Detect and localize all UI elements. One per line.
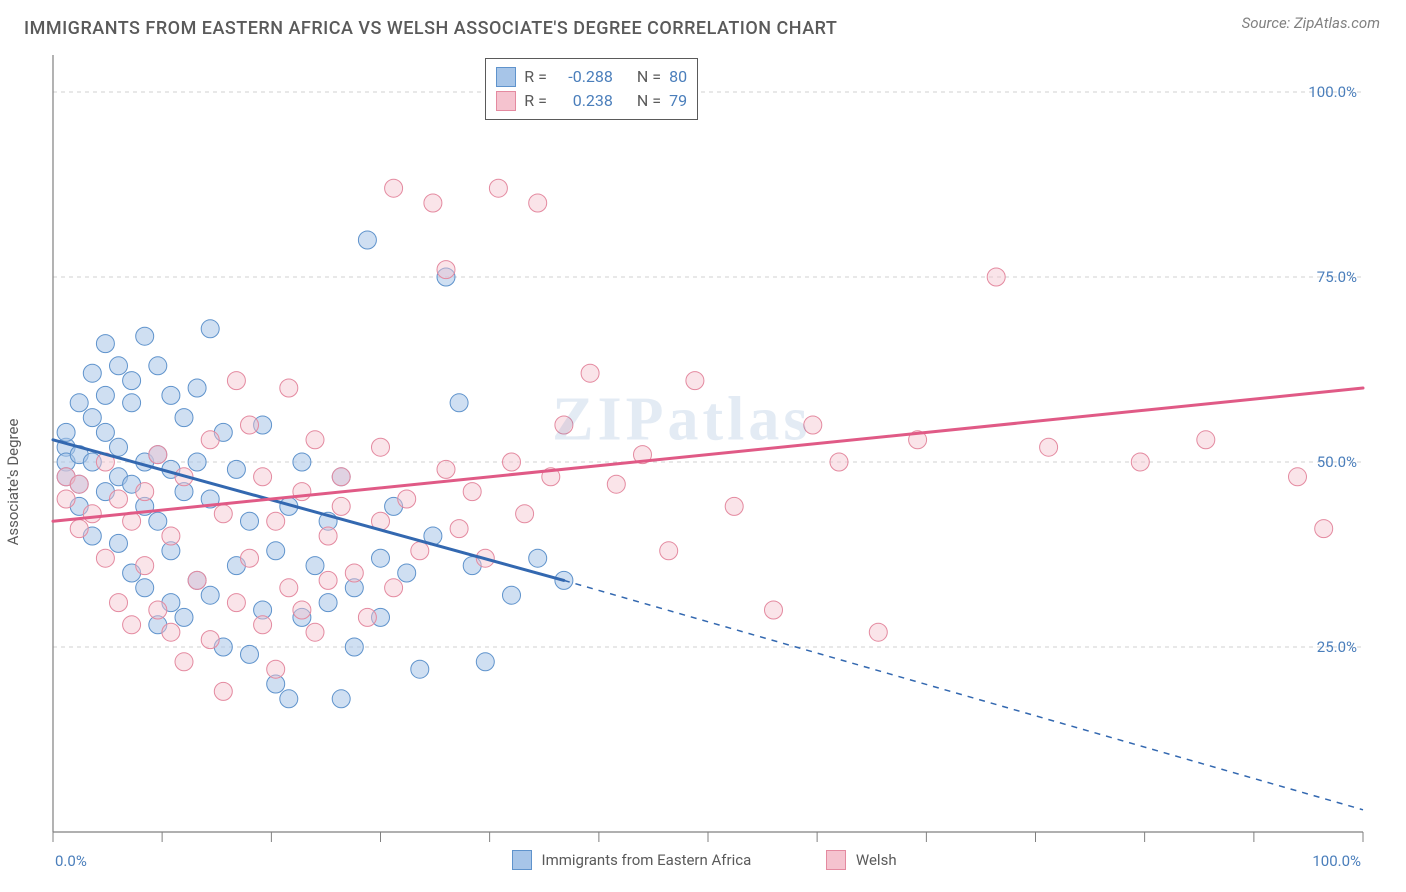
legend-stats-row-b: R = 0.238 N = 79 [496,89,687,113]
svg-text:75.0%: 75.0% [1317,268,1357,286]
legend-stats-row-a: R = -0.288 N = 80 [496,65,687,89]
series-a-label: Immigrants from Eastern Africa [542,851,752,869]
bottom-legend-item-b: Welsh [826,850,897,870]
svg-text:50.0%: 50.0% [1317,453,1357,471]
swatch-series-a [512,850,532,870]
r-value-b: 0.238 [555,89,613,113]
r-value-a: -0.288 [555,65,613,89]
swatch-series-a [496,67,516,87]
n-value-b: 79 [669,89,687,113]
svg-text:25.0%: 25.0% [1317,638,1357,656]
n-label: N = [637,65,661,89]
n-value-a: 80 [669,65,687,89]
svg-text:100.0%: 100.0% [1312,852,1361,870]
n-label: N = [637,89,661,113]
svg-text:100.0%: 100.0% [1308,83,1357,101]
svg-text:0.0%: 0.0% [55,852,87,870]
swatch-series-b [496,91,516,111]
r-label: R = [524,65,547,89]
chart-container: IMMIGRANTS FROM EASTERN AFRICA VS WELSH … [0,0,1406,892]
chart-plot: 25.0% 50.0% 75.0% 100.0% 0.0% 100.0% [0,0,1406,892]
r-label: R = [524,89,547,113]
series-b-label: Welsh [856,851,897,869]
legend-stats-box: R = -0.288 N = 80 R = 0.238 N = 79 [485,58,698,120]
swatch-series-b [826,850,846,870]
bottom-legend-item-a: Immigrants from Eastern Africa [512,850,752,870]
